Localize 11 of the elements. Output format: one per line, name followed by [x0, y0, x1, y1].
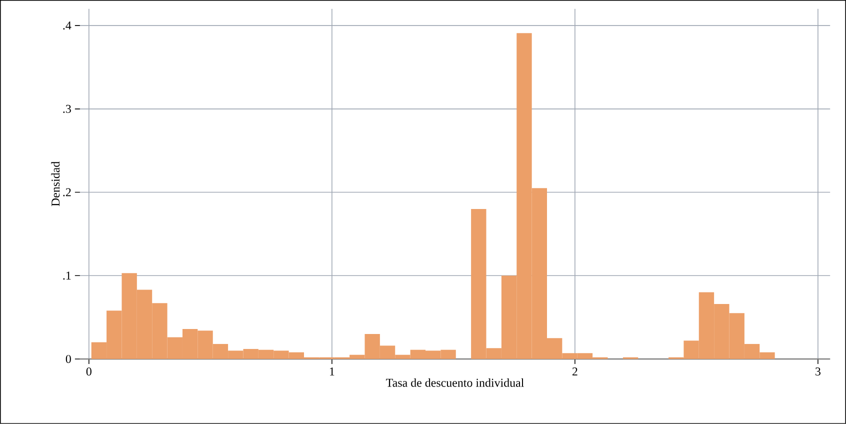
y-tick-label: .2 — [63, 188, 71, 196]
y-tick-label: .1 — [63, 272, 71, 280]
x-tick-label: 2 — [572, 368, 578, 376]
x-tick-label: 1 — [330, 368, 334, 376]
x-tick-label: 3 — [816, 368, 820, 376]
y-tick-label: .4 — [63, 22, 72, 30]
y-axis-title: Densidad — [51, 162, 60, 206]
y-tick-label: 0 — [66, 354, 71, 364]
x-tick-label: 0 — [86, 368, 92, 376]
y-tick-label: .3 — [63, 104, 71, 114]
x-axis-title: Tasa de descuento individual — [386, 378, 524, 387]
